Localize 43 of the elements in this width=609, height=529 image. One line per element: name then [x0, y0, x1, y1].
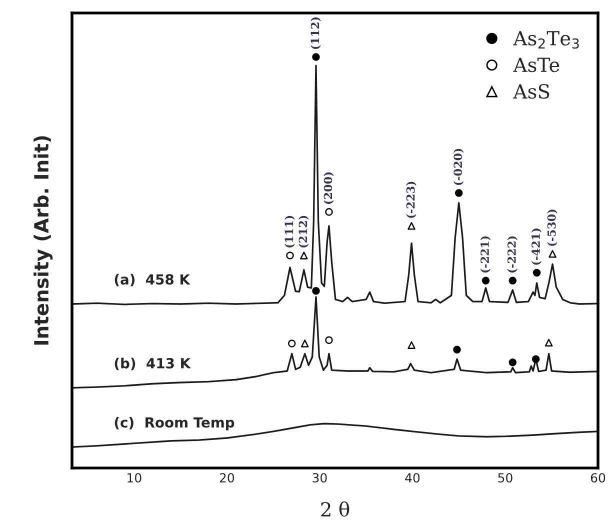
point — [312, 53, 320, 61]
point — [288, 340, 296, 348]
x-tick-label: 50 — [498, 473, 512, 483]
annotation: (-221) — [480, 236, 491, 273]
point — [300, 340, 309, 348]
x-tick-label: 30 — [312, 473, 327, 483]
y-axis-title: Intensity (Arb. Init) — [34, 136, 53, 345]
point — [325, 208, 333, 216]
series-label: (c) Room Temp — [114, 416, 234, 430]
point — [453, 346, 461, 354]
point — [454, 189, 463, 197]
point — [408, 341, 416, 349]
x-tick-label: 40 — [405, 473, 420, 483]
annotation: (212) — [298, 216, 309, 248]
point — [544, 338, 553, 347]
point — [325, 336, 333, 344]
annotation: (-223) — [406, 182, 416, 218]
annotation: (112) — [310, 17, 321, 49]
point — [532, 268, 541, 277]
legend-label: AsTe — [513, 58, 560, 72]
annotation: (200) — [324, 172, 334, 204]
legend-label: AsS — [513, 84, 550, 99]
annotation: (-020) — [453, 148, 464, 186]
annotation: (-222) — [507, 236, 518, 273]
point — [286, 252, 294, 260]
point — [482, 276, 490, 284]
legend-label: As$_{2}$Te$_{3}$ — [513, 31, 579, 49]
point — [508, 358, 517, 366]
point — [408, 222, 416, 230]
point — [300, 252, 308, 260]
point — [548, 250, 556, 258]
x-axis-title: 2 θ — [321, 501, 350, 517]
annotation: (-421) — [531, 228, 542, 265]
annotation: (-530) — [547, 210, 558, 246]
x-tick-label: 60 — [590, 473, 606, 483]
point — [508, 276, 517, 284]
point — [532, 355, 540, 363]
x-tick-label: 10 — [128, 473, 142, 483]
point — [312, 286, 320, 295]
x-tick-label: 20 — [220, 473, 234, 483]
series-label: (b) 413 K — [114, 358, 191, 370]
annotation: (111) — [284, 216, 295, 248]
series-label: (a) 458 K — [114, 274, 190, 286]
